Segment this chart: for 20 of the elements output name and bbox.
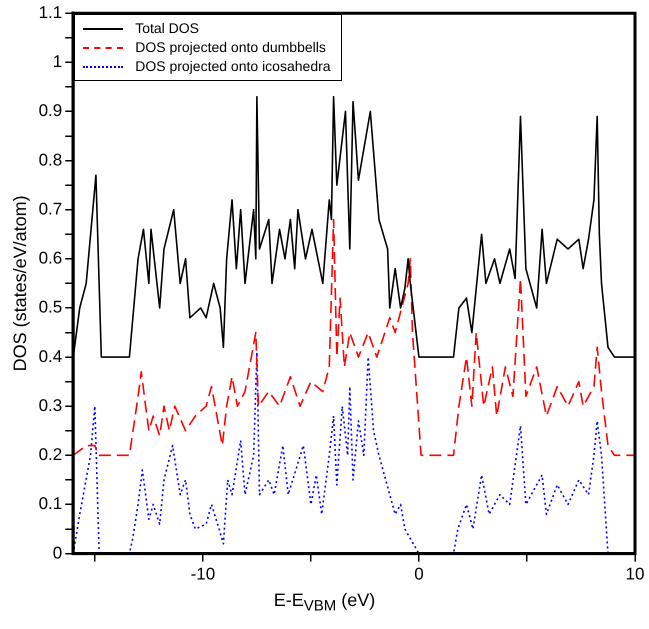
y-tick-label: 0.5 bbox=[38, 298, 62, 317]
x-tick-label: 10 bbox=[626, 564, 644, 584]
y-tick-label: 0.4 bbox=[38, 346, 62, 366]
x-tick-label: -10 bbox=[190, 564, 216, 584]
y-axis-title: DOS (states/eV/atom) bbox=[10, 195, 30, 372]
y-tick-label: 1.1 bbox=[38, 2, 62, 22]
legend-label: Total DOS bbox=[135, 20, 200, 36]
y-tick-label: 0.6 bbox=[38, 248, 62, 268]
y-tick-label: 0.2 bbox=[38, 445, 62, 464]
legend-label: DOS projected onto dumbbells bbox=[135, 39, 326, 56]
y-tick-label: 0.3 bbox=[38, 396, 62, 415]
y-tick-label: 0 bbox=[52, 543, 62, 562]
y-tick-label: 0.7 bbox=[38, 199, 62, 218]
y-tick-label: 0.8 bbox=[38, 150, 62, 170]
x-tick-label: 0 bbox=[414, 564, 424, 584]
y-tick-label: 0.1 bbox=[38, 494, 62, 514]
legend-label: DOS projected onto icosahedra bbox=[135, 58, 331, 74]
x-axis-title: E-E$_{VBM}$ (eV) bbox=[272, 590, 376, 615]
y-tick-label: 1 bbox=[52, 52, 62, 72]
y-tick-label: 0.9 bbox=[38, 101, 62, 120]
